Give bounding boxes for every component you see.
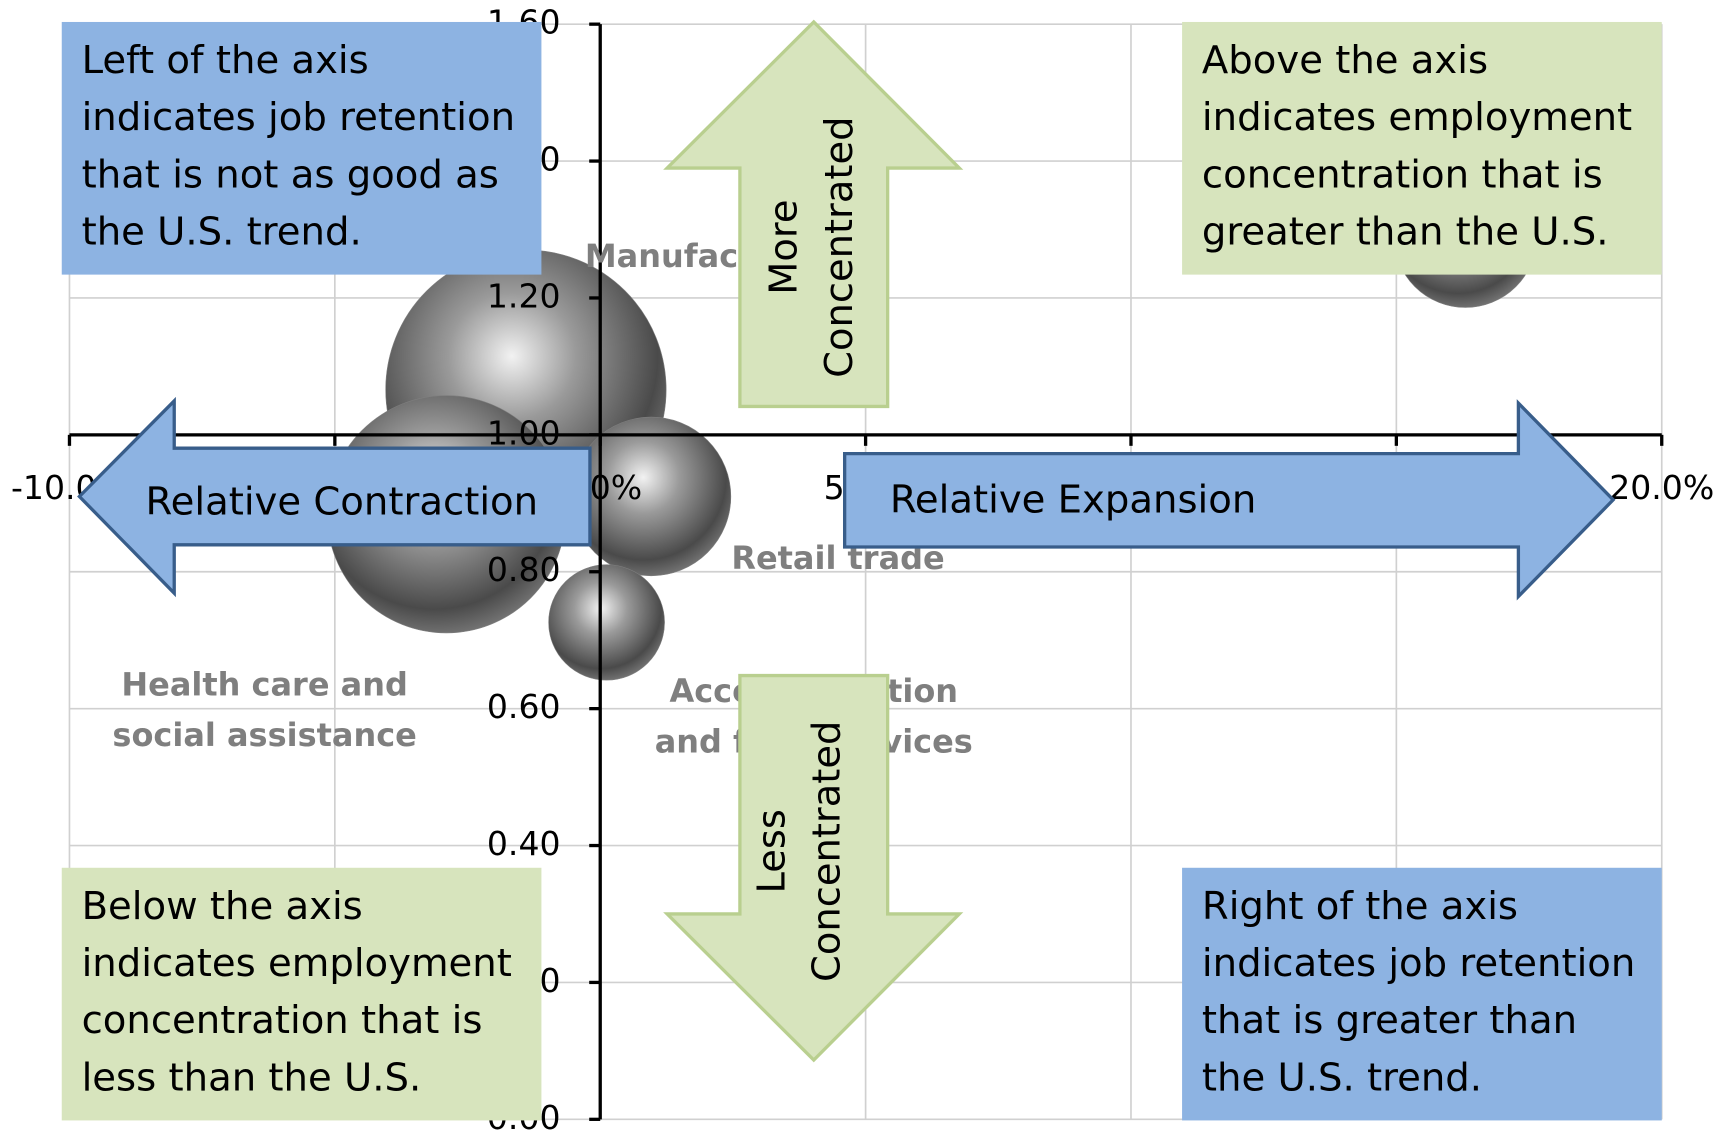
arrow-text: Less <box>750 809 795 893</box>
y-tick-label: 0.80 <box>487 550 561 589</box>
annotation-text: less than the U.S. <box>82 1055 422 1100</box>
arrow <box>663 19 964 409</box>
y-tick-label: 1.20 <box>487 276 561 315</box>
annotation-box <box>61 21 542 275</box>
arrow-text: Relative Expansion <box>890 478 1256 523</box>
annotation-text: that is greater than <box>1202 998 1577 1043</box>
annotation-box <box>61 867 542 1121</box>
x-tick-label: 20.0% <box>1609 468 1714 507</box>
annotation-text: indicates job retention <box>1202 941 1635 986</box>
annotation-text: Left of the axis <box>82 38 369 83</box>
annotation-text: the U.S. trend. <box>1202 1055 1482 1100</box>
y-tick-label: 0.60 <box>487 687 561 726</box>
annotation-text: that is not as good as <box>82 152 499 197</box>
arrow-text: Concentrated <box>817 116 862 377</box>
arrow <box>663 673 964 1063</box>
annotation-text: indicates employment <box>82 941 512 986</box>
annotation-text: indicates employment <box>1202 95 1632 140</box>
y-tick-label: 0.40 <box>487 824 561 863</box>
arrow-text: More <box>762 200 807 295</box>
arrow-text: Concentrated <box>805 721 850 982</box>
annotation-box <box>1182 867 1662 1121</box>
bubble <box>548 564 665 681</box>
y-tick-label: 1.00 <box>487 413 561 452</box>
annotation-text: concentration that is <box>1202 152 1603 197</box>
bubble-label: social assistance <box>112 716 416 754</box>
annotation-text: Right of the axis <box>1202 884 1518 929</box>
annotation-text: the U.S. trend. <box>82 210 362 255</box>
arrow-text: Relative Contraction <box>146 480 539 525</box>
arrow <box>842 399 1616 601</box>
annotation-text: indicates job retention <box>82 95 515 140</box>
annotation-text: greater than the U.S. <box>1202 210 1609 255</box>
annotation-text: concentration that is <box>82 998 483 1043</box>
annotation-text: Above the axis <box>1202 38 1488 83</box>
annotation-box <box>1182 21 1662 275</box>
bubble-label: Health care and <box>121 666 407 704</box>
annotation-text: Below the axis <box>82 884 363 929</box>
arrow <box>77 396 592 598</box>
